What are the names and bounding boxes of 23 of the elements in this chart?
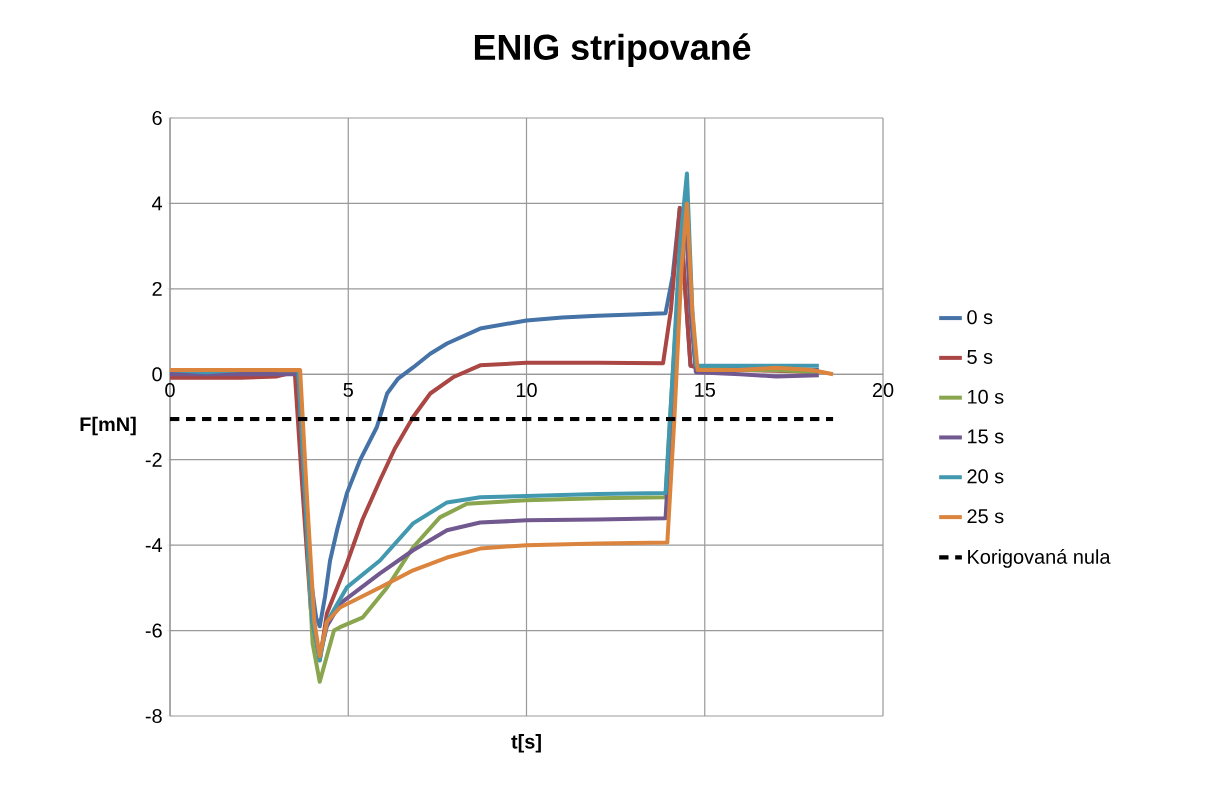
y-tick-label: -8 (145, 708, 162, 724)
x-tick-label: 5 (343, 382, 353, 397)
x-tick-label: 20 (872, 382, 894, 398)
legend-label: 25 s (967, 509, 1004, 524)
y-tick-label: -4 (145, 538, 163, 552)
legend-label: Korigovaná nula (968, 549, 1111, 568)
y-tick-label: -6 (145, 623, 162, 638)
y-axis-title: F[mN] (80, 416, 136, 436)
legend-label: 20 s (967, 469, 1004, 484)
chart-title: ENIG stripované (474, 33, 751, 68)
y-tick-label: 6 (152, 110, 162, 126)
legend-label: 10 s (968, 389, 1004, 404)
y-tick-label: 0 (152, 367, 162, 382)
legend-label: 0 s (967, 310, 993, 325)
legend-label: 5 s (967, 350, 993, 364)
y-tick-label: 2 (152, 281, 162, 296)
legend-label: 15 s (968, 429, 1004, 444)
y-tick-label: 4 (152, 196, 163, 211)
x-tick-label: 0 (165, 382, 175, 398)
x-axis-title: t[s] (511, 734, 541, 753)
y-tick-label: -2 (145, 452, 162, 467)
x-tick-label: 10 (516, 382, 537, 398)
x-tick-label: 15 (695, 382, 715, 397)
